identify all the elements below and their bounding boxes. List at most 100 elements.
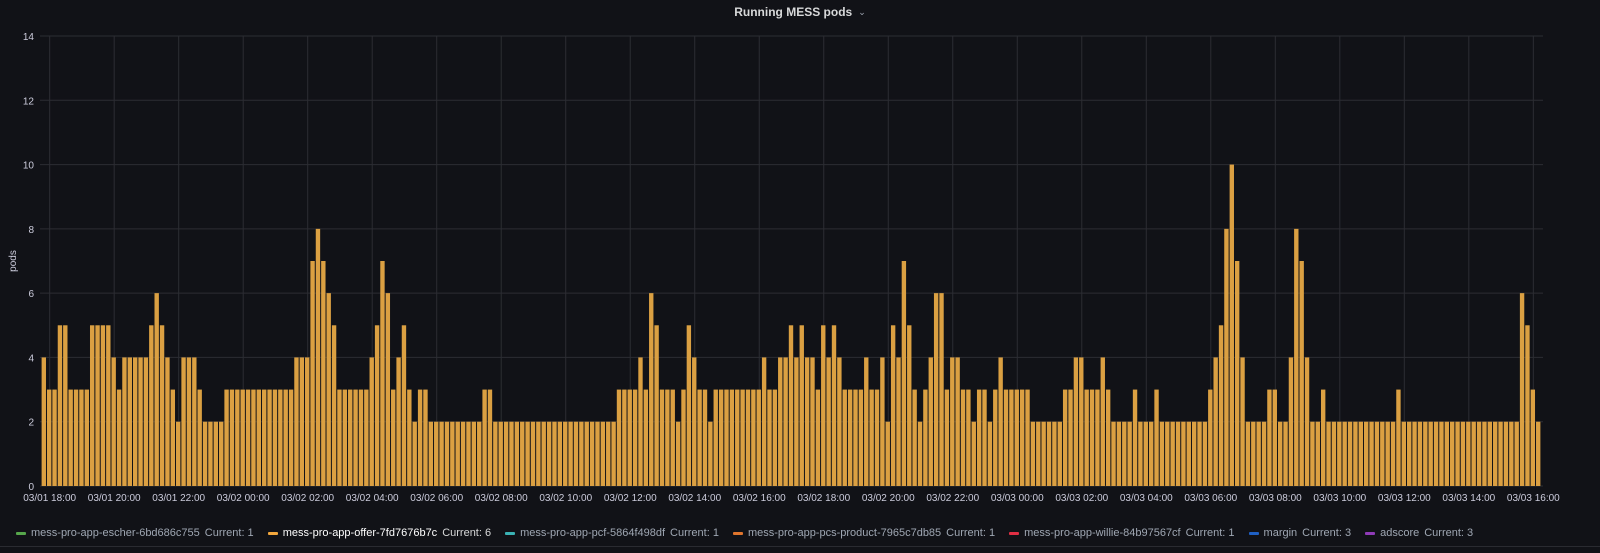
legend-item[interactable]: mess-pro-app-willie-84b97567cf Current: 1 — [1009, 527, 1235, 539]
bar — [1401, 421, 1406, 486]
legend-item[interactable]: mess-pro-app-pcf-5864f498df Current: 1 — [505, 527, 719, 539]
x-tick-label: 03/02 14:00 — [668, 493, 721, 504]
bar — [358, 389, 364, 486]
bar — [1191, 421, 1197, 486]
legend-series-name: mess-pro-app-escher-6bd686c755 — [31, 527, 200, 539]
bar — [348, 389, 353, 486]
bar — [557, 421, 563, 486]
bar — [1277, 421, 1283, 486]
legend-swatch-icon — [1248, 531, 1259, 535]
bar — [767, 389, 772, 486]
bar — [374, 325, 380, 486]
bar — [595, 421, 600, 486]
bar — [1025, 389, 1030, 486]
legend-series-name: adscore — [1380, 527, 1420, 539]
y-tick-label: 6 — [28, 289, 34, 300]
bar — [159, 325, 165, 486]
x-tick-label: 03/02 12:00 — [604, 493, 657, 504]
bar — [681, 389, 686, 486]
bar — [181, 357, 186, 486]
bar — [579, 421, 584, 486]
bar — [1476, 421, 1482, 486]
legend-swatch-icon — [1365, 531, 1376, 535]
bar — [428, 421, 434, 486]
bar — [278, 389, 283, 486]
bar — [600, 421, 606, 486]
bar — [799, 325, 804, 486]
bar — [584, 421, 589, 486]
legend-item[interactable]: mess-pro-app-escher-6bd686c755 Current: 1 — [16, 527, 254, 539]
bar — [1165, 421, 1170, 486]
bar — [1143, 421, 1148, 486]
bar — [52, 389, 57, 486]
bar — [1493, 421, 1498, 486]
bar — [1444, 421, 1450, 486]
x-tick-label: 03/02 08:00 — [475, 493, 528, 504]
x-tick-label: 03/02 18:00 — [797, 493, 850, 504]
legend-item[interactable]: margin Current: 3 — [1248, 527, 1351, 539]
bar — [487, 389, 493, 486]
bar — [1245, 421, 1251, 486]
bar — [751, 389, 756, 486]
bar — [1315, 421, 1320, 486]
bar — [380, 261, 385, 486]
bar — [1407, 421, 1412, 486]
bar — [1417, 421, 1423, 486]
panel-title-menu[interactable]: Running MESS pods ⌄ — [734, 5, 866, 19]
bar — [385, 293, 391, 486]
chevron-down-icon[interactable]: ⌄ — [858, 6, 866, 17]
bar — [724, 389, 729, 486]
bar — [460, 421, 466, 486]
bar — [1041, 421, 1046, 486]
x-tick-label: 03/02 22:00 — [926, 493, 979, 504]
bar — [783, 357, 788, 486]
bar — [971, 421, 976, 486]
bar — [1122, 421, 1127, 486]
bar — [364, 389, 369, 486]
bar — [133, 357, 138, 486]
bar — [192, 357, 197, 486]
bar — [1073, 357, 1079, 486]
legend-current-value: Current: 3 — [1424, 527, 1474, 539]
y-tick-label: 2 — [28, 418, 34, 429]
bar — [606, 421, 611, 486]
bar — [729, 389, 735, 486]
bar — [95, 325, 100, 486]
bar — [89, 325, 95, 486]
bar — [1390, 421, 1396, 486]
bar — [622, 389, 627, 486]
bar — [1127, 421, 1132, 486]
bar — [1304, 357, 1310, 486]
bar — [471, 421, 477, 486]
panel-header: Running MESS pods ⌄ — [0, 0, 1600, 24]
x-tick-label: 03/03 10:00 — [1313, 493, 1366, 504]
bar — [525, 421, 530, 486]
bar — [143, 357, 149, 486]
bar — [391, 389, 396, 486]
legend-item[interactable]: mess-pro-app-offer-7fd7676b7c Current: 6 — [267, 527, 491, 539]
bar — [1240, 357, 1245, 486]
bar — [245, 389, 251, 486]
bar — [960, 389, 966, 486]
bar — [1170, 421, 1175, 486]
bar — [718, 389, 724, 486]
legend-item[interactable]: adscore Current: 3 — [1365, 527, 1473, 539]
x-tick-label: 03/03 04:00 — [1120, 493, 1173, 504]
bar — [1342, 421, 1347, 486]
x-tick-label: 03/02 10:00 — [539, 493, 592, 504]
legend-series-name: mess-pro-app-offer-7fd7676b7c — [282, 527, 438, 539]
bar — [982, 389, 987, 486]
bar — [127, 357, 132, 486]
bar — [106, 325, 111, 486]
x-tick-label: 03/02 04:00 — [346, 493, 399, 504]
bar — [401, 325, 407, 486]
legend-swatch-icon — [267, 531, 278, 535]
legend-item[interactable]: mess-pro-app-pcs-product-7965c7db85 Curre… — [732, 527, 995, 539]
bar — [993, 389, 998, 486]
bar — [262, 389, 267, 486]
bar — [417, 389, 423, 486]
bar — [1353, 421, 1358, 486]
bar — [1154, 389, 1159, 486]
bar — [1288, 357, 1294, 486]
bar — [116, 389, 122, 486]
